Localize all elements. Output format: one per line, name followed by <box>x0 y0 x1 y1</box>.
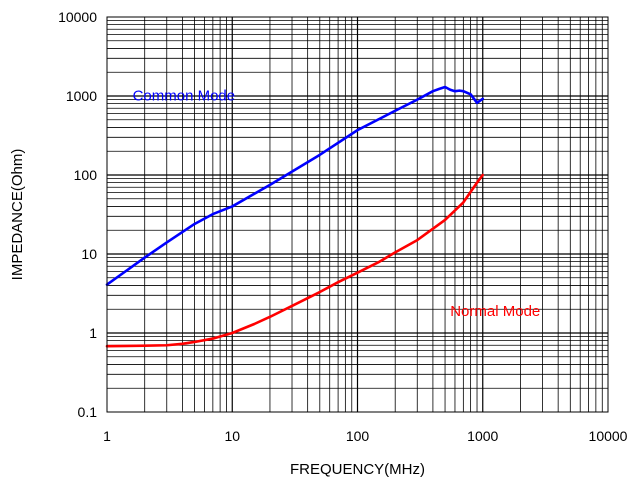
y-tick-label: 10 <box>81 246 97 262</box>
x-tick-label: 10000 <box>589 428 628 444</box>
y-axis-title: IMPEDANCE(Ohm) <box>9 149 26 281</box>
x-tick-label: 1 <box>103 428 111 444</box>
x-axis-title: FREQUENCY(MHz) <box>290 461 425 478</box>
x-tick-label: 100 <box>346 428 370 444</box>
normal-mode-line <box>105 173 485 348</box>
x-tick-label: 1000 <box>467 428 498 444</box>
normal-mode-label: Normal Mode <box>450 303 540 320</box>
data-series: Common Mode Normal Mode <box>105 85 540 348</box>
y-tick-label: 1000 <box>66 88 97 104</box>
plot-frame <box>106 16 609 413</box>
x-tick-label: 10 <box>224 428 240 444</box>
tick-labels: 1 10 100 1000 10000 0.1 1 10 100 1000 10000 <box>58 9 628 444</box>
y-tick-label: 10000 <box>58 9 97 25</box>
y-tick-label: 0.1 <box>78 404 98 420</box>
grid-lines <box>107 17 608 412</box>
common-mode-line <box>105 85 485 286</box>
common-mode-label: Common Mode <box>133 87 236 104</box>
y-tick-label: 1 <box>89 325 97 341</box>
y-tick-label: 100 <box>74 167 98 183</box>
